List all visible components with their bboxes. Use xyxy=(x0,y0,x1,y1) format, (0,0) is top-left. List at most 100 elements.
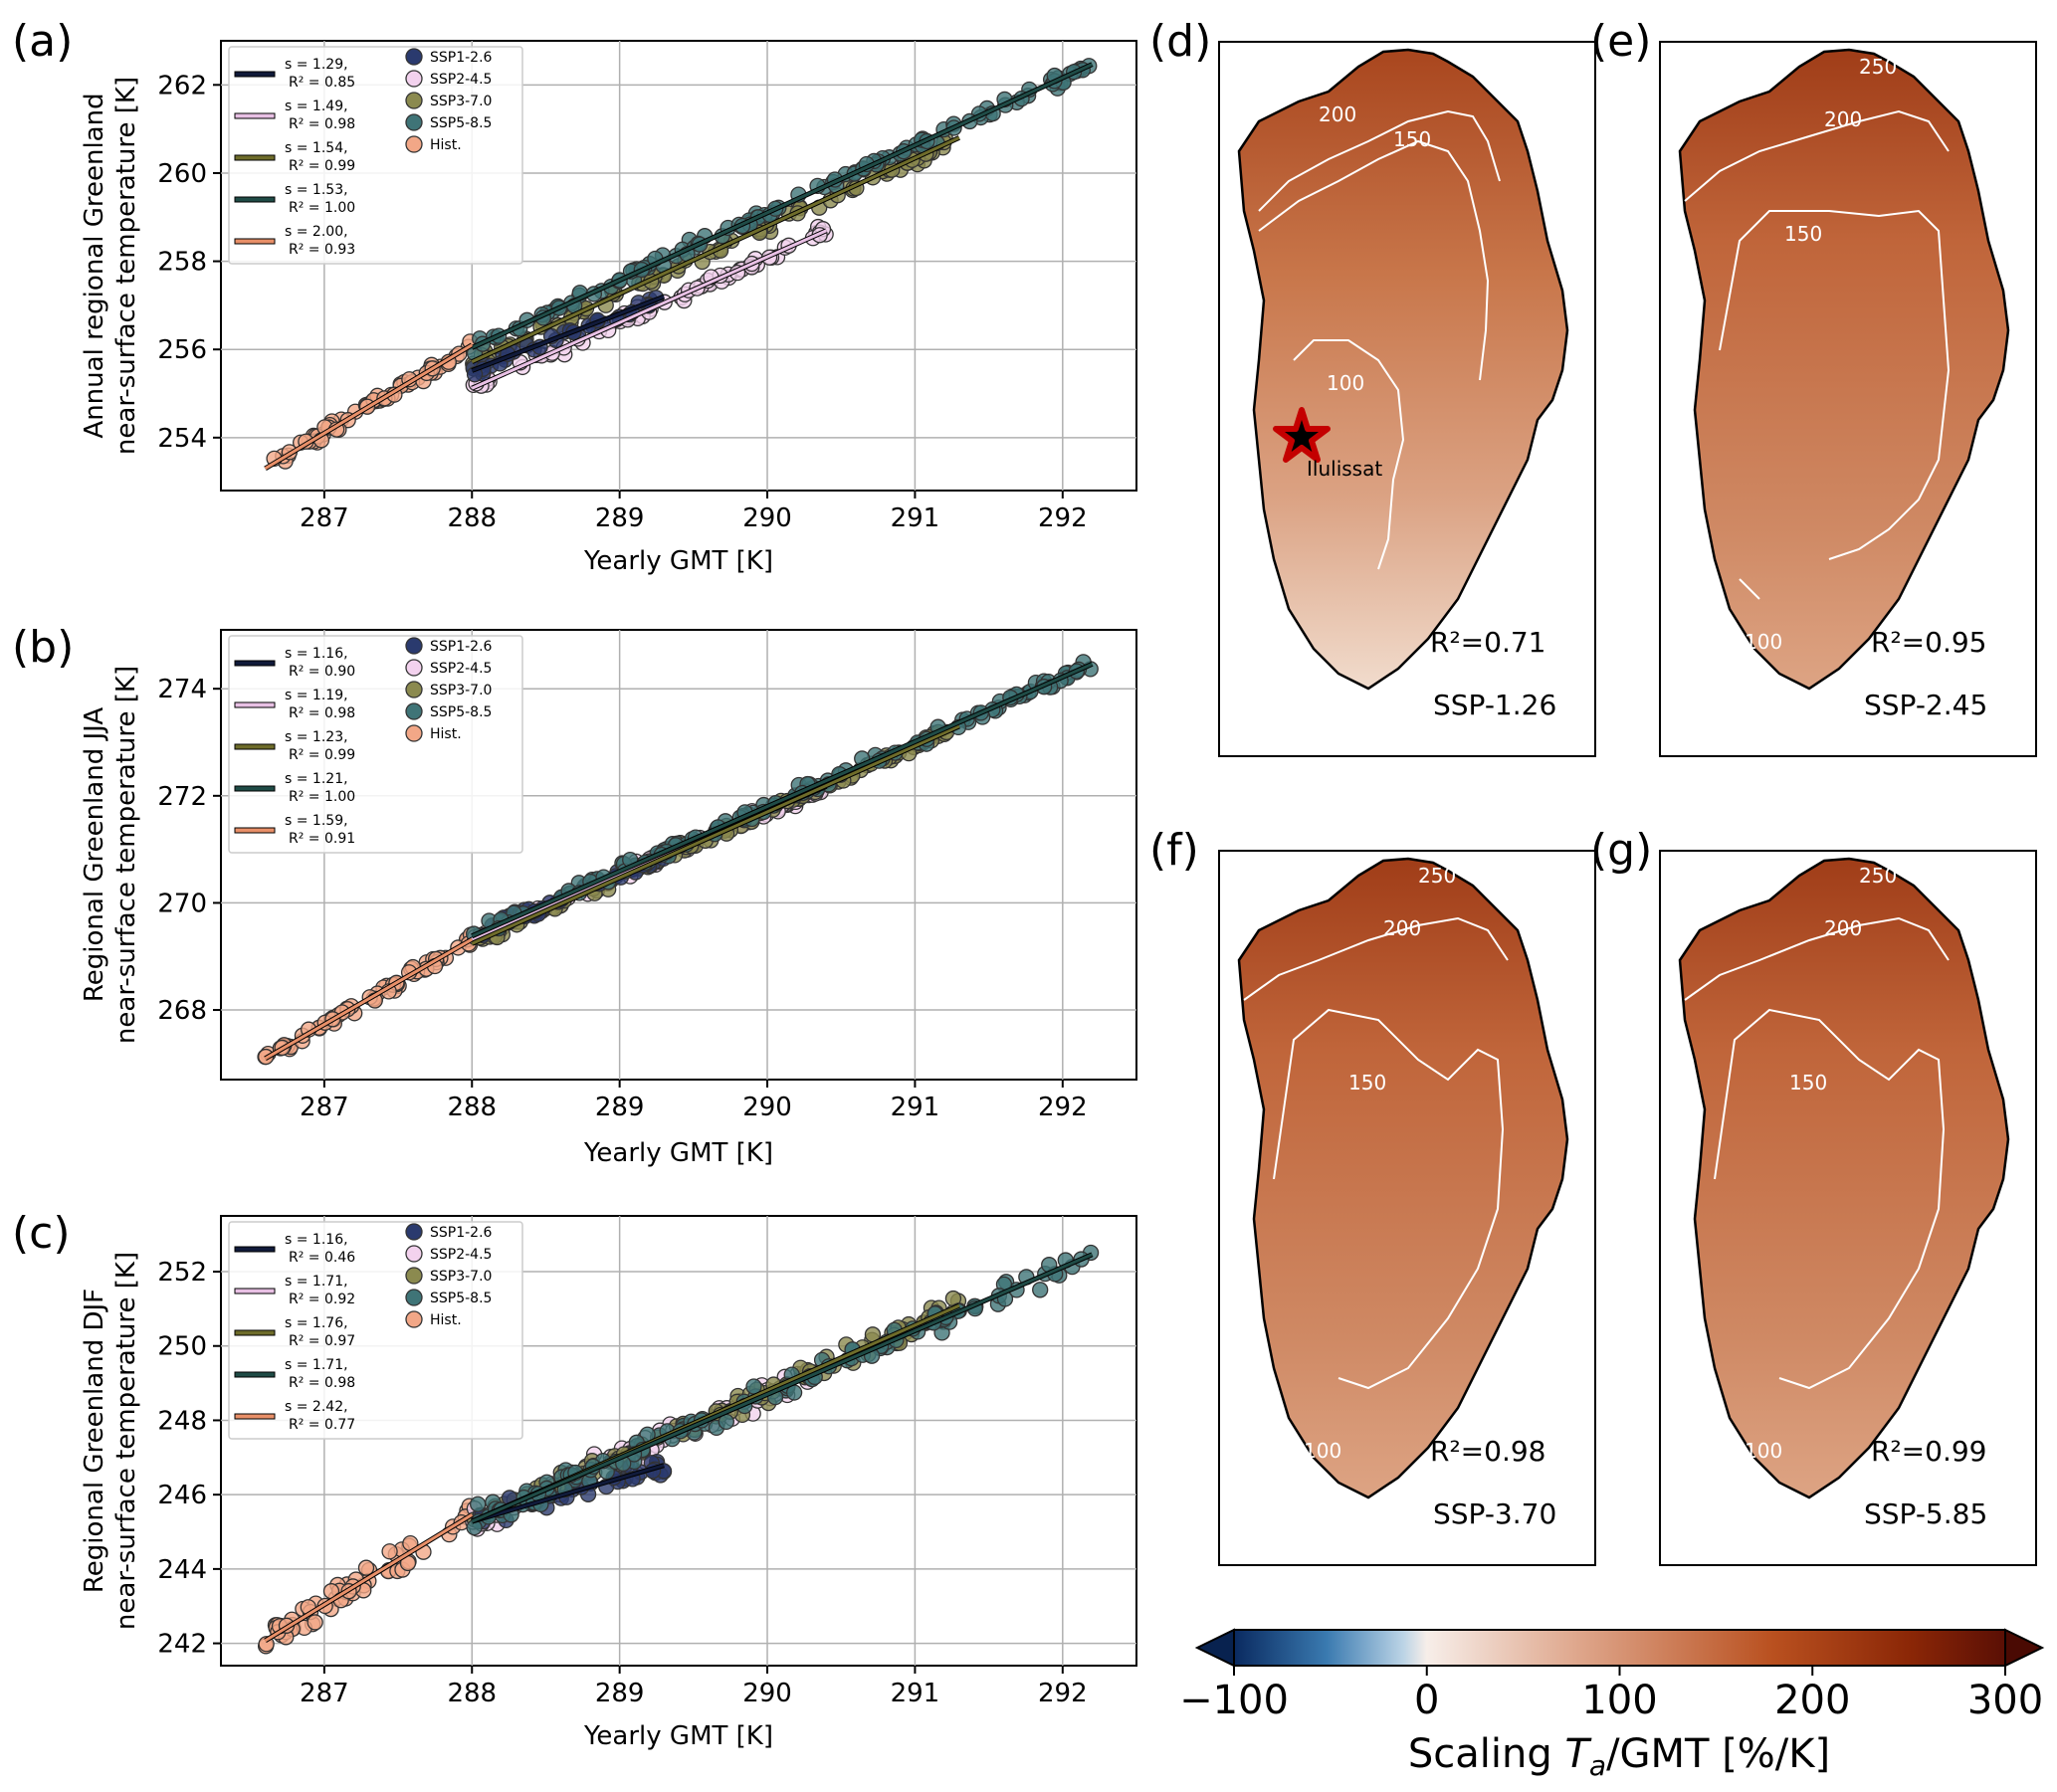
colorbar-label-symbol: T xyxy=(1564,1731,1592,1777)
colorbar-tick-label: −100 xyxy=(1179,1678,1289,1723)
legend-series-label: SSP1-2.6 xyxy=(430,639,493,655)
y-tick-label: 260 xyxy=(157,159,207,189)
greenland-ice-field xyxy=(1237,48,1569,691)
legend-fit-swatch-ssp370 xyxy=(234,1329,276,1336)
colorbar-bar xyxy=(1233,1629,2006,1667)
axis-ticks: 287 288 289 290 291 292 268 270 272 274 xyxy=(157,675,1087,1122)
legend-series-label: SSP2-4.5 xyxy=(430,1247,492,1263)
y-tick-label: 272 xyxy=(157,782,207,812)
panel-a-label: (a) xyxy=(12,16,73,67)
panel-f-label: (f) xyxy=(1149,825,1199,876)
legend-fit-slope: s = 2.00, xyxy=(285,224,348,240)
x-tick-label: 292 xyxy=(1038,503,1088,533)
x-tick-label: 292 xyxy=(1038,1679,1088,1708)
legend-fit-slope: s = 1.49, xyxy=(285,99,348,114)
legend-marker-ssp126 xyxy=(405,1223,423,1241)
legend: s = 1.29, R² = 0.85 SSP1-2.6 s = 1.49, R² = … xyxy=(228,46,523,265)
x-tick-label: 289 xyxy=(595,503,645,533)
legend: s = 1.16, R² = 0.90 SSP1-2.6 s = 1.19, R² = … xyxy=(228,635,523,854)
x-tick-label: 288 xyxy=(447,1679,497,1708)
panel-e-label: (e) xyxy=(1590,16,1651,67)
legend-fit-swatch-ssp245 xyxy=(234,1288,276,1294)
legend-fit-slope: s = 1.21, xyxy=(285,771,348,787)
y-axis-label-line1: Regional Greenland DJF xyxy=(80,1289,109,1593)
y-tick-label: 244 xyxy=(157,1555,207,1585)
legend-series-label: Hist. xyxy=(430,1312,462,1328)
legend-fit-r2: R² = 0.91 xyxy=(289,831,355,847)
y-tick-label: 252 xyxy=(157,1258,207,1288)
fit-line-hist xyxy=(264,343,474,471)
contour-200 xyxy=(1258,109,1501,212)
x-tick-label: 291 xyxy=(891,503,940,533)
x-tick-label: 292 xyxy=(1038,1093,1088,1122)
legend-fit-slope: s = 1.59, xyxy=(285,813,348,829)
fit-line-ssp585 xyxy=(471,63,1094,349)
legend-series-label: SSP3-7.0 xyxy=(430,683,492,698)
contour-label: 100 xyxy=(1745,630,1782,654)
panel-a-scatter: (a) 287 288 289 290 291 292 254 256 258 260 262 Ye… xyxy=(12,16,1137,576)
fit-line-hist xyxy=(264,937,474,1061)
legend: s = 1.16, R² = 0.46 SSP1-2.6 s = 1.71, R² = … xyxy=(228,1221,523,1440)
y-tick-label: 262 xyxy=(157,71,207,100)
y-axis-label-line2: near-surface temperature [K] xyxy=(111,666,141,1044)
panel-c-label: (c) xyxy=(12,1208,71,1259)
x-tick-label: 287 xyxy=(300,1093,349,1122)
data-point-hist xyxy=(357,1559,375,1576)
y-axis-label-line1: Regional Greenland JJA xyxy=(80,707,109,1002)
y-axis-label-line1: Annual regional Greenland xyxy=(80,93,109,438)
panel-f-map: (f) 250 200 150 100 R²=0.98 SSP-3.70 xyxy=(1149,825,1596,1566)
y-tick-label: 254 xyxy=(157,424,207,454)
plot-area xyxy=(220,40,1137,492)
legend-series-label: SSP3-7.0 xyxy=(430,94,492,109)
legend-marker-hist xyxy=(405,724,423,742)
y-tick-label: 258 xyxy=(157,248,207,278)
y-tick-label: 246 xyxy=(157,1481,207,1510)
legend-fit-slope: s = 2.42, xyxy=(285,1399,348,1415)
legend-marker-ssp245 xyxy=(405,659,423,677)
x-tick-label: 291 xyxy=(891,1679,940,1708)
regression-lines xyxy=(264,62,1094,471)
legend-fit-r2: R² = 0.46 xyxy=(289,1250,355,1266)
panel-b-scatter: (b) 287 288 289 290 291 292 268 270 272 274 Yearl… xyxy=(12,622,1137,1168)
legend-marker-hist xyxy=(405,135,423,153)
regression-lines xyxy=(264,662,1094,1061)
contour-label: 250 xyxy=(1418,864,1456,888)
ilulissat-star xyxy=(1273,407,1331,463)
fit-line-hist xyxy=(264,1513,474,1643)
contour-label: 150 xyxy=(1348,1071,1386,1095)
fit-line-ssp585 xyxy=(471,662,1094,938)
legend-fit-r2: R² = 0.99 xyxy=(289,158,355,174)
colorbar-label-sub: a xyxy=(1589,1749,1606,1782)
contour-label: 250 xyxy=(1859,55,1897,79)
contour-label: 150 xyxy=(1784,222,1822,246)
legend-marker-ssp245 xyxy=(405,1245,423,1263)
legend-fit-swatch-ssp370 xyxy=(234,743,276,750)
legend-series-label: SSP2-4.5 xyxy=(430,72,492,88)
r2-text: R²=0.71 xyxy=(1430,626,1545,659)
legend-series-label: Hist. xyxy=(430,137,462,153)
legend-fit-swatch-ssp585 xyxy=(234,785,276,792)
axis-ticks: 287 288 289 290 291 292 242 244 246 248 250 252 xyxy=(157,1258,1087,1708)
legend-marker-ssp370 xyxy=(405,92,423,109)
legend-marker-ssp585 xyxy=(405,113,423,131)
panel-e-map: (e) 250 200 150 100 R²=0.95 SSP-2.45 xyxy=(1590,16,2037,757)
panel-c-scatter: (c) 287 288 289 290 291 292 242 244 246 248 250 252… xyxy=(12,1208,1137,1751)
r2-text: R²=0.98 xyxy=(1430,1435,1545,1468)
legend-frame xyxy=(228,46,523,265)
colorbar: −100 0 100 200 300 Scaling Ta/GMT [%/K] xyxy=(1179,1628,2045,1782)
panel-b-label: (b) xyxy=(12,622,74,673)
legend-fit-swatch-ssp370 xyxy=(234,154,276,161)
legend-fit-swatch-ssp126 xyxy=(234,1246,276,1253)
legend-series-label: SSP5-8.5 xyxy=(430,704,492,720)
scenario-text: SSP-1.26 xyxy=(1433,689,1556,721)
legend-fit-swatch-hist xyxy=(234,238,276,245)
legend-fit-slope: s = 1.29, xyxy=(285,57,348,73)
panel-d-map: (d) 200 150 100 Ilulissat R²=0.71 SSP-1.… xyxy=(1149,16,1596,757)
y-tick-label: 248 xyxy=(157,1406,207,1436)
legend-fit-r2: R² = 0.93 xyxy=(289,242,355,258)
legend-series-label: SSP3-7.0 xyxy=(430,1269,492,1285)
colorbar-ticks: −100 0 100 200 300 xyxy=(1179,1666,2043,1723)
contour-150 xyxy=(1719,209,1951,560)
greenland-ice-field xyxy=(1678,857,2010,1499)
